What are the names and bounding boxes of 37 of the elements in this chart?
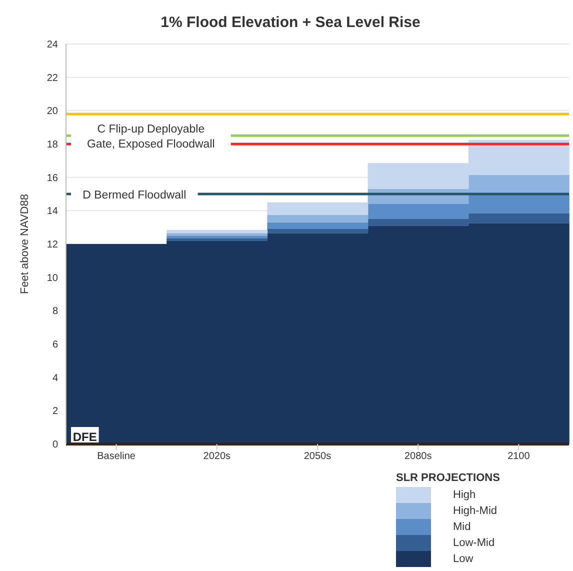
ref-line-label: C Flip-up Deployable Gate, Exposed Floodwall	[86, 124, 215, 151]
x-tick-label: 2020s	[203, 451, 231, 462]
y-tick-label: 0	[52, 440, 58, 451]
bar	[267, 202, 368, 215]
y-tick-label: 24	[46, 40, 58, 51]
y-tick-label: 6	[52, 340, 58, 351]
y-tick-label: 20	[46, 106, 58, 118]
chart-title: 1% Flood Elevation + Sea Level Rise	[160, 13, 422, 33]
y-tick-label: 12	[46, 240, 58, 251]
bar	[166, 238, 268, 241]
legend-label: High	[453, 489, 476, 501]
legend-title: SLR PROJECTIONS	[396, 472, 500, 484]
legend-label: Mid	[453, 521, 471, 533]
annotation: DFE	[72, 430, 97, 444]
y-tick-label: 4	[52, 372, 58, 384]
y-tick-label: 8	[52, 306, 58, 318]
x-tick-label: Baseline	[97, 451, 136, 462]
x-tick-label: 2050s	[304, 451, 332, 462]
y-tick-label: 14	[46, 206, 58, 218]
bar	[166, 230, 268, 234]
y-tick-label: 22	[46, 72, 58, 84]
x-tick-label: 2100	[508, 451, 530, 462]
legend-label: Low-Mid	[453, 537, 495, 549]
y-axis-title: Feet above NAVD88	[18, 194, 31, 294]
bar	[267, 229, 368, 234]
legend-label: Low	[453, 553, 474, 565]
legend-label: High-Mid	[453, 505, 498, 517]
x-tick-label: 2080s	[404, 451, 432, 462]
y-tick-label: 18	[46, 140, 58, 151]
bar	[166, 236, 268, 238]
y-tick-label: 16	[46, 172, 58, 184]
ref-line-label: D Bermed Floodwall	[82, 190, 186, 202]
y-tick-label: 2	[52, 406, 58, 418]
bar	[267, 214, 368, 222]
y-tick-label: 10	[46, 272, 58, 284]
bar	[166, 233, 268, 236]
bar	[267, 222, 368, 229]
